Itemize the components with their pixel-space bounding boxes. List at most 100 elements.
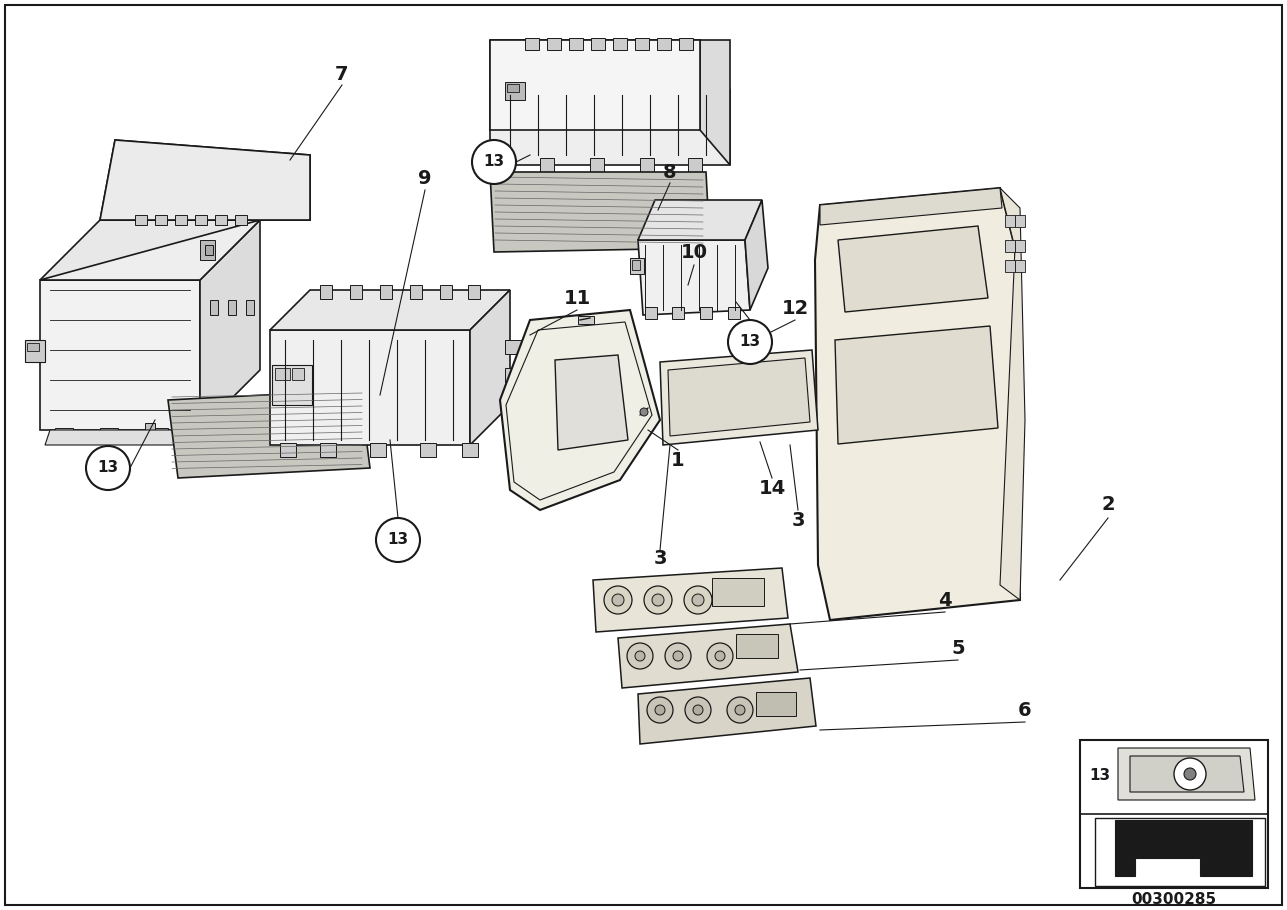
Bar [1005,215,1015,227]
Bar [507,84,519,92]
Text: 13: 13 [98,460,118,476]
Polygon shape [45,430,205,445]
Polygon shape [169,390,369,478]
Circle shape [640,408,647,416]
Bar [634,38,649,50]
Bar [196,215,207,225]
Text: 2: 2 [1102,496,1115,514]
Bar [440,285,452,299]
Bar [175,215,187,225]
Bar [569,38,583,50]
Bar [1015,260,1024,272]
Polygon shape [838,226,988,312]
Bar [645,307,656,319]
Bar [190,428,208,442]
Circle shape [627,643,653,669]
Polygon shape [593,568,788,632]
Bar [205,245,214,255]
Bar [505,368,521,382]
Circle shape [665,643,691,669]
Bar [154,215,167,225]
Circle shape [683,586,712,614]
Bar [495,158,508,172]
Text: 11: 11 [564,288,591,308]
Bar [640,158,654,172]
Circle shape [613,594,624,606]
Circle shape [647,697,673,723]
Polygon shape [490,172,710,252]
Circle shape [727,697,753,723]
Bar [712,578,764,606]
Text: 7: 7 [335,66,349,85]
Polygon shape [490,40,520,145]
Bar [210,300,218,315]
Bar [656,38,671,50]
Polygon shape [668,358,810,436]
Bar [736,634,779,658]
Polygon shape [700,40,730,165]
Polygon shape [638,200,762,240]
Polygon shape [270,330,470,445]
Text: 5: 5 [951,639,965,658]
Polygon shape [618,624,798,688]
Bar [380,285,393,299]
Bar [505,340,521,354]
Bar [369,443,386,457]
Circle shape [644,586,672,614]
Bar [505,396,521,410]
Text: 1: 1 [672,450,685,470]
Circle shape [86,446,130,490]
Bar [468,285,480,299]
Bar [292,368,304,380]
Circle shape [735,705,745,715]
Bar [1095,818,1265,886]
Bar [589,158,604,172]
Bar [672,307,683,319]
Circle shape [604,586,632,614]
Bar [199,423,210,441]
Circle shape [716,651,725,661]
Bar [578,316,595,324]
Polygon shape [490,40,700,130]
Polygon shape [1115,820,1252,876]
Bar [27,343,39,351]
Bar [281,443,296,457]
Text: 12: 12 [781,298,808,318]
Circle shape [655,705,665,715]
Text: 10: 10 [681,242,708,261]
Polygon shape [1130,756,1245,792]
Bar [320,285,332,299]
Polygon shape [835,326,997,444]
Bar [275,368,290,380]
Polygon shape [820,188,1003,225]
Circle shape [673,651,683,661]
Polygon shape [490,90,730,165]
Text: 13: 13 [484,155,505,169]
Polygon shape [199,220,260,430]
Polygon shape [745,200,768,310]
Bar [135,215,147,225]
Text: 13: 13 [740,335,761,349]
Polygon shape [815,188,1021,620]
Bar [755,692,795,716]
Polygon shape [660,350,819,445]
Polygon shape [490,40,730,90]
Bar [462,443,477,457]
Bar [505,82,525,100]
Circle shape [692,594,704,606]
Polygon shape [1118,748,1255,800]
Bar [55,428,73,442]
Text: 9: 9 [418,168,431,187]
Polygon shape [638,240,750,315]
Polygon shape [40,140,310,280]
Polygon shape [40,280,199,430]
Text: 8: 8 [663,163,677,181]
Bar [236,215,247,225]
Text: 14: 14 [758,479,785,498]
Bar [228,423,238,441]
Polygon shape [555,355,628,450]
Bar [320,443,336,457]
Bar [1080,740,1268,888]
Bar [350,285,362,299]
Bar [613,38,627,50]
